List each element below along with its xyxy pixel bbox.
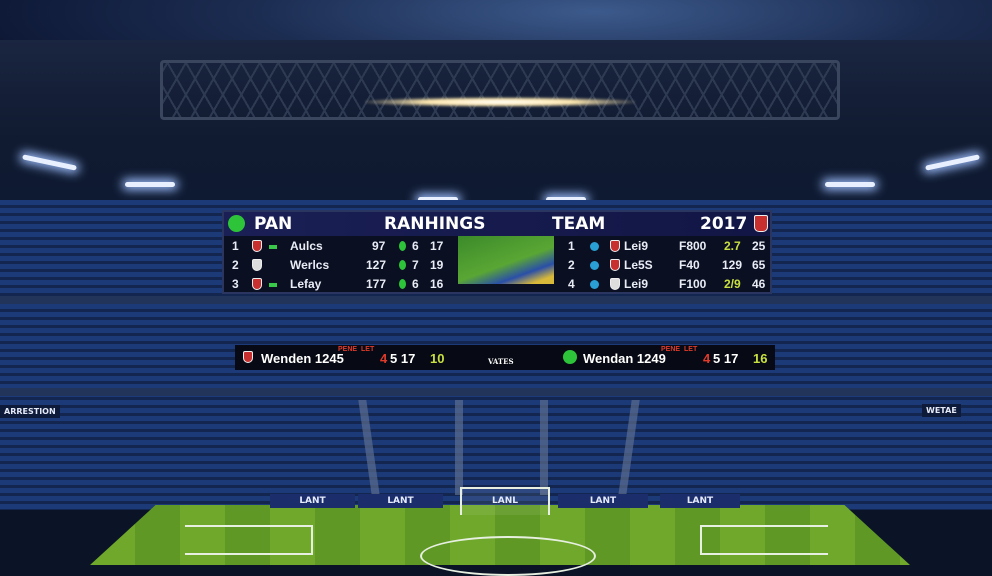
tag: LET: [361, 346, 375, 353]
header-title: RANHINGS: [384, 214, 486, 234]
right-stand-sign: WETAE: [922, 404, 961, 417]
rank: 2: [568, 258, 575, 272]
stand-tier-divider: [0, 388, 992, 396]
team-name: Wendan 1249: [583, 351, 666, 366]
status-dot-icon: [590, 261, 599, 270]
header-left: PAN: [254, 214, 293, 234]
team-name: Lei9: [624, 277, 649, 291]
floodlight: [825, 182, 875, 187]
goal: [460, 487, 550, 515]
crest-icon: [243, 351, 253, 363]
status-dot-icon: [399, 241, 406, 251]
stat: 129: [722, 258, 743, 272]
ad-board: LANT: [558, 494, 648, 508]
penalty-box-right: [700, 525, 828, 555]
penalty-box-left: [185, 525, 313, 555]
lower-score-ribbon: Wenden 1245 PENE LET 4 5 17 10 VATES Wen…: [235, 345, 775, 370]
team-name: Le5S: [624, 258, 653, 272]
code: F40: [679, 258, 700, 272]
status-dot-icon: [399, 279, 406, 289]
floodlight: [418, 197, 458, 202]
stat: 97: [372, 239, 386, 253]
team-name: Wenden 1245: [261, 351, 344, 366]
stat: 2.7: [724, 239, 741, 253]
team-name: Lei9: [624, 239, 649, 253]
crest-icon: [610, 240, 620, 252]
floodlight: [546, 197, 586, 202]
score: 16: [753, 351, 768, 366]
left-stand-sign: ARRESTION: [0, 405, 60, 418]
ad-board: LANT: [358, 494, 443, 508]
stairway: [540, 400, 548, 495]
rank: 4: [568, 277, 575, 291]
code: F100: [679, 277, 707, 291]
code: F800: [679, 239, 707, 253]
rankings-scoreboard: PAN RANHINGS TEAM 2017 1 Aulcs 97 6 17 2…: [222, 210, 772, 294]
score: 5 17: [713, 351, 739, 366]
stat: 7: [412, 258, 419, 272]
stat: 46: [752, 277, 766, 291]
stat: 25: [752, 239, 766, 253]
rank: 1: [232, 239, 239, 253]
tag: PENE: [338, 346, 358, 353]
crest-icon: [610, 259, 620, 271]
stat: 16: [430, 277, 444, 291]
header-year: 2017: [700, 214, 748, 234]
stat: 19: [430, 258, 444, 272]
center-logo: VATES: [488, 357, 514, 366]
score: 5 17: [390, 351, 416, 366]
tag: PENE: [661, 346, 681, 353]
club-logo-icon: [228, 215, 245, 232]
roof-truss: [160, 60, 840, 120]
status-dot-icon: [590, 242, 599, 251]
floodlight-cluster: [365, 97, 635, 107]
stat: 127: [366, 258, 387, 272]
ad-board: LANT: [270, 494, 355, 508]
center-circle: [420, 536, 596, 576]
team-name: Lefay: [290, 277, 322, 291]
crest-icon: [252, 278, 262, 290]
rank: 2: [232, 258, 239, 272]
crest-icon: [252, 240, 262, 252]
crest-icon: [610, 278, 620, 290]
team-name: Werlcs: [290, 258, 330, 272]
dash-icon: [269, 245, 277, 249]
club-logo-icon: [563, 350, 577, 364]
tag: LET: [684, 346, 698, 353]
stat: 6: [412, 277, 419, 291]
ad-board: LANL: [492, 496, 518, 506]
status-dot-icon: [590, 280, 599, 289]
rank: 1: [568, 239, 575, 253]
stat: 2/9: [724, 277, 741, 291]
crest-icon: [252, 259, 262, 271]
ad-board: LANT: [660, 494, 740, 508]
stat: 17: [430, 239, 444, 253]
stat: 65: [752, 258, 766, 272]
floodlight: [125, 182, 175, 187]
scoreboard-header: PAN RANHINGS TEAM 2017: [224, 212, 770, 236]
score: 10: [430, 351, 445, 366]
stat: 6: [412, 239, 419, 253]
dash-icon: [269, 283, 277, 287]
header-team: TEAM: [552, 214, 606, 234]
mini-pitch-screen: [458, 236, 554, 284]
stairway: [455, 400, 463, 495]
status-dot-icon: [399, 260, 406, 270]
team-name: Aulcs: [290, 239, 323, 253]
score: 4: [703, 351, 711, 366]
crest-icon: [754, 215, 768, 232]
stat: 177: [366, 277, 387, 291]
score: 4: [380, 351, 388, 366]
stand-tier-divider: [0, 296, 992, 304]
rank: 3: [232, 277, 239, 291]
